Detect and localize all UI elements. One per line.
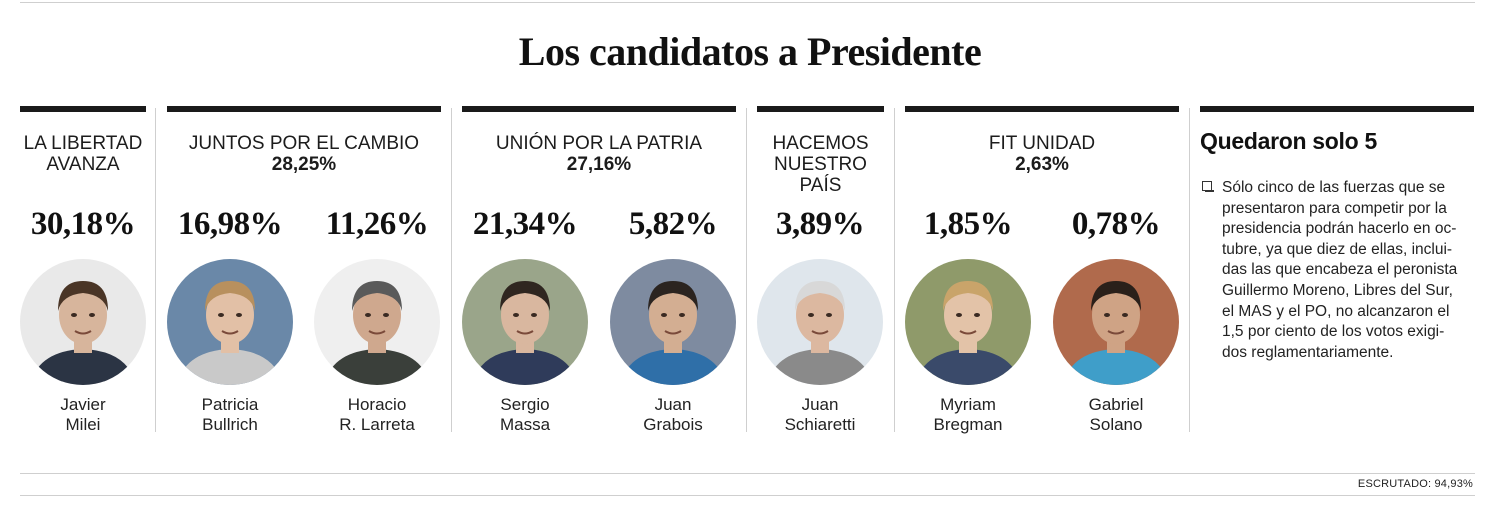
candidate-last-name: Solano bbox=[1089, 415, 1143, 434]
party-bar-jxc bbox=[167, 106, 441, 112]
candidate-portrait bbox=[167, 259, 293, 385]
candidate-portrait bbox=[757, 259, 883, 385]
sidebar-line: tubre, ya que diez de ellas, inclui- bbox=[1222, 240, 1453, 258]
candidate-name: Juan Grabois bbox=[593, 395, 753, 435]
portrait-image bbox=[462, 259, 588, 385]
candidate-first-name: Sergio bbox=[500, 395, 550, 414]
sidebar-line: 1,5 por ciento de los votos exigi- bbox=[1222, 323, 1445, 341]
party-total: 2,63% bbox=[1015, 154, 1069, 175]
candidate-name: Juan Schiaretti bbox=[740, 395, 900, 435]
footer-rule-bottom bbox=[20, 495, 1475, 496]
party-header: FIT UNIDAD 2,63% bbox=[905, 133, 1179, 175]
column-divider bbox=[1189, 108, 1190, 432]
sidebar-line: dos reglamentariamente. bbox=[1222, 343, 1394, 361]
candidate-portrait bbox=[20, 259, 146, 385]
candidate-first-name: Horacio bbox=[347, 395, 407, 414]
sidebar-line: presentaron para competir por la bbox=[1222, 199, 1447, 217]
party-header: HACEMOS NUESTRO PAÍS bbox=[767, 133, 874, 196]
column-divider bbox=[451, 108, 452, 432]
candidate-result: 0,78% bbox=[1071, 206, 1161, 242]
candidate-portrait bbox=[462, 259, 588, 385]
party-total: 28,25% bbox=[271, 154, 337, 175]
candidate-name: Javier Milei bbox=[3, 395, 163, 435]
party-bar-fit bbox=[905, 106, 1179, 112]
candidate-result: 16,98% bbox=[177, 206, 283, 242]
party-bar-hnp bbox=[757, 106, 884, 112]
party-name: JUNTOS POR EL CAMBIO bbox=[188, 133, 420, 154]
portrait-image bbox=[167, 259, 293, 385]
candidate-last-name: Massa bbox=[499, 415, 551, 434]
sidebar-text: Sólo cinco de las fuerzas que se present… bbox=[1222, 178, 1474, 363]
scrutiny-footer: ESCRUTADO: 94,93% bbox=[1357, 478, 1473, 490]
candidate-portrait bbox=[1053, 259, 1179, 385]
party-name: UNIÓN POR LA PATRIA bbox=[495, 133, 703, 154]
candidate-result: 30,18% bbox=[30, 206, 136, 242]
party-total: 27,16% bbox=[566, 154, 632, 175]
column-divider bbox=[155, 108, 156, 432]
checkbox-bullet-icon bbox=[1202, 181, 1214, 192]
sidebar-title: Quedaron solo 5 bbox=[1200, 128, 1377, 154]
sidebar-line: presidencia podrán hacerlo en oc- bbox=[1222, 220, 1457, 238]
candidate-first-name: Javier bbox=[60, 395, 106, 414]
party-name: HACEMOS NUESTRO PAÍS bbox=[772, 133, 869, 196]
sidebar-line: el MAS y el PO, no alcanzaron el bbox=[1222, 302, 1450, 320]
party-name: LA LIBERTAD AVANZA bbox=[23, 133, 143, 175]
party-bar-lla bbox=[20, 106, 146, 112]
candidate-name: Sergio Massa bbox=[445, 395, 605, 435]
candidate-portrait bbox=[905, 259, 1031, 385]
candidate-first-name: Juan bbox=[801, 395, 839, 414]
candidate-last-name: Bregman bbox=[933, 415, 1003, 434]
candidate-portrait bbox=[314, 259, 440, 385]
portrait-image bbox=[610, 259, 736, 385]
candidate-last-name: Grabois bbox=[643, 415, 703, 434]
party-header: UNIÓN POR LA PATRIA 27,16% bbox=[462, 133, 736, 175]
column-divider bbox=[746, 108, 747, 432]
candidate-first-name: Juan bbox=[654, 395, 692, 414]
portrait-image bbox=[20, 259, 146, 385]
candidate-first-name: Patricia bbox=[201, 395, 259, 414]
top-rule bbox=[20, 2, 1475, 3]
page-title: Los candidatos a Presidente bbox=[518, 29, 982, 74]
party-header: LA LIBERTAD AVANZA bbox=[20, 133, 146, 175]
party-name: FIT UNIDAD bbox=[988, 133, 1096, 154]
candidate-portrait bbox=[610, 259, 736, 385]
candidate-first-name: Gabriel bbox=[1088, 395, 1144, 414]
candidate-last-name: Milei bbox=[65, 415, 101, 434]
candidate-last-name: Bullrich bbox=[202, 415, 258, 434]
portrait-image bbox=[757, 259, 883, 385]
candidate-last-name: Schiaretti bbox=[784, 415, 856, 434]
column-divider bbox=[894, 108, 895, 432]
candidate-result: 5,82% bbox=[628, 206, 718, 242]
sidebar-line: Guillermo Moreno, Libres del Sur, bbox=[1222, 281, 1453, 299]
candidate-result: 3,89% bbox=[775, 206, 865, 242]
candidate-result: 1,85% bbox=[923, 206, 1013, 242]
candidate-name: Patricia Bullrich bbox=[150, 395, 310, 435]
party-bar-uxp bbox=[462, 106, 736, 112]
candidate-name: Horacio R. Larreta bbox=[297, 395, 457, 435]
portrait-image bbox=[905, 259, 1031, 385]
candidate-first-name: Myriam bbox=[940, 395, 996, 414]
portrait-image bbox=[1053, 259, 1179, 385]
candidate-result: 11,26% bbox=[325, 206, 429, 242]
sidebar-line: Sólo cinco de las fuerzas que se bbox=[1222, 179, 1446, 196]
candidate-name: Gabriel Solano bbox=[1036, 395, 1196, 435]
sidebar-line: das las que encabeza el peronista bbox=[1222, 261, 1458, 279]
candidate-last-name: R. Larreta bbox=[339, 415, 415, 434]
candidate-name: Myriam Bregman bbox=[888, 395, 1048, 435]
sidebar-bar bbox=[1200, 106, 1474, 112]
candidate-result: 21,34% bbox=[472, 206, 578, 242]
footer-rule-top bbox=[20, 473, 1475, 474]
party-header: JUNTOS POR EL CAMBIO 28,25% bbox=[167, 133, 441, 175]
portrait-image bbox=[314, 259, 440, 385]
